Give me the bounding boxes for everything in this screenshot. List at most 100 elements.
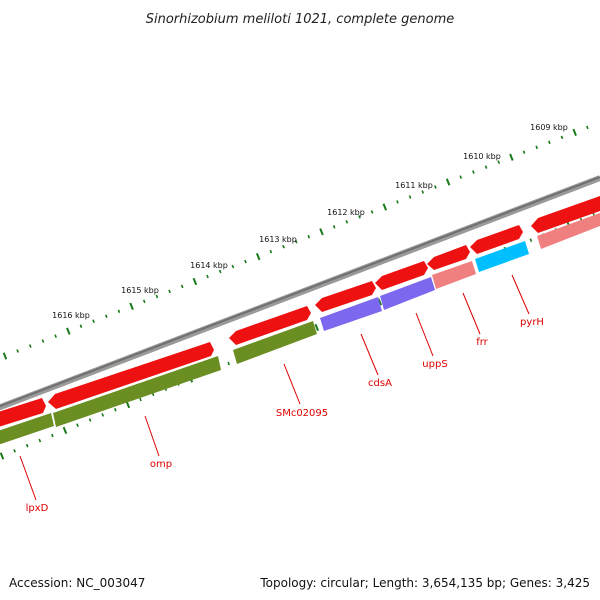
- ruler-minor-tick: [307, 234, 311, 239]
- ruler-minor-tick: [117, 309, 121, 314]
- ruler-minor-tick: [459, 175, 463, 179]
- ruler-minor-tick: [104, 314, 108, 319]
- ruler-minor-tick: [332, 225, 336, 229]
- ruler-minor-tick: [434, 185, 437, 189]
- ruler-minor-tick: [345, 220, 349, 224]
- kbp-label: 1614 kbp: [190, 261, 228, 270]
- gene-label-SMc02095[interactable]: SMc02095: [276, 408, 328, 419]
- ruler-minor-tick: [421, 190, 425, 194]
- ruler-minor-tick: [54, 334, 57, 338]
- ruler-minor-tick: [142, 299, 146, 304]
- feature-bar-next[interactable]: [537, 213, 600, 249]
- ruler-minor-tick: [16, 349, 19, 353]
- gene-labels: lpxD omp SMc02095 cdsA uppS frr pyrH: [26, 317, 544, 514]
- ruler-major-tick: [2, 352, 8, 360]
- ruler-major-tick: [129, 302, 134, 310]
- ruler-minor-tick: [294, 239, 298, 244]
- leader-lpxD: [19, 455, 37, 501]
- gene-label-omp[interactable]: omp: [150, 459, 172, 470]
- ruler-minor-tick: [168, 289, 171, 294]
- leader-omp: [144, 415, 160, 457]
- feature-bar-omp[interactable]: [53, 356, 221, 427]
- feature-bar-cdsA[interactable]: [320, 297, 382, 331]
- ruler-major-tick: [255, 253, 261, 261]
- ruler-minor-tick: [76, 423, 79, 428]
- gene-arrow-uppS[interactable]: [375, 261, 428, 290]
- leader-uppS: [415, 312, 434, 357]
- ruler-major-tick: [445, 178, 451, 186]
- feature-bar-pyrH[interactable]: [475, 241, 529, 272]
- ruler-minor-tick: [79, 324, 83, 328]
- leader-SMc02095: [283, 363, 301, 405]
- ruler-minor-tick: [269, 249, 273, 254]
- kbp-label: 1616 kbp: [52, 311, 90, 320]
- ruler-minor-tick: [484, 165, 488, 169]
- ruler-minor-tick: [370, 210, 374, 214]
- feature-bar-uppS[interactable]: [380, 277, 435, 310]
- ruler-minor-tick: [51, 433, 54, 438]
- ruler-minor-tick: [244, 259, 247, 264]
- genome-summary-text: Topology: circular; Length: 3,654,135 bp…: [259, 576, 590, 590]
- ruler-major-tick: [319, 228, 324, 236]
- feature-bars: [0, 213, 600, 446]
- gene-arrow-frr[interactable]: [427, 245, 470, 270]
- ruler-minor-tick: [88, 418, 92, 422]
- ruler-minor-tick: [282, 244, 285, 249]
- kbp-label: 1615 kbp: [121, 286, 159, 295]
- ruler-minor-tick: [38, 438, 42, 443]
- ruler-minor-tick: [497, 160, 501, 164]
- ruler-major-tick: [509, 153, 514, 161]
- ruler-major-tick: [66, 327, 71, 335]
- gene-arrows: [0, 196, 600, 428]
- backbone: [0, 175, 600, 411]
- ruler-major-tick: [125, 401, 131, 409]
- ruler-outer: [2, 125, 589, 360]
- gene-arrow-pyrH[interactable]: [470, 225, 523, 254]
- gene-arrow-cdsA[interactable]: [315, 281, 376, 312]
- leader-cdsA: [360, 333, 379, 376]
- ruler-minor-tick: [548, 140, 551, 145]
- kbp-labels: 1609 kbp 1610 kbp 1611 kbp 1612 kbp 1613…: [52, 123, 568, 320]
- ruler-major-tick: [572, 128, 577, 136]
- leader-pyrH: [511, 274, 530, 315]
- kbp-label: 1612 kbp: [327, 208, 365, 217]
- ruler-major-tick: [314, 323, 320, 332]
- feature-bar-frr[interactable]: [432, 261, 476, 289]
- ruler-minor-tick: [231, 264, 235, 269]
- feature-bar-lpxD[interactable]: [0, 413, 54, 446]
- ruler-minor-tick: [358, 215, 361, 219]
- accession-text: Accession: NC_003047: [9, 576, 145, 590]
- ruler-minor-tick: [92, 319, 95, 323]
- gene-label-lpxD[interactable]: lpxD: [26, 503, 49, 514]
- ruler-minor-tick: [535, 145, 539, 150]
- ruler-minor-tick: [396, 200, 399, 204]
- ruler-minor-tick: [13, 449, 16, 453]
- leader-frr: [462, 292, 481, 335]
- ruler-minor-tick: [101, 413, 105, 417]
- ruler-minor-tick: [227, 361, 231, 366]
- gene-arrow-next[interactable]: [531, 196, 600, 233]
- ruler-minor-tick: [529, 238, 533, 242]
- gene-label-frr[interactable]: frr: [476, 337, 488, 348]
- ruler-minor-tick: [522, 150, 526, 154]
- ruler-major-tick: [192, 277, 198, 286]
- feature-bar-SMc02095[interactable]: [233, 321, 317, 364]
- ruler-major-tick: [62, 426, 68, 434]
- ruler-minor-tick: [180, 284, 184, 289]
- gene-label-pyrH[interactable]: pyrH: [520, 317, 544, 328]
- ruler-minor-tick: [113, 407, 117, 412]
- ruler-minor-tick: [586, 125, 589, 130]
- ruler-major-tick: [382, 203, 388, 211]
- gene-label-cdsA[interactable]: cdsA: [368, 378, 392, 389]
- gene-label-uppS[interactable]: uppS: [422, 359, 447, 370]
- ruler-minor-tick: [41, 339, 45, 343]
- gene-arrow-lpxD[interactable]: [0, 398, 46, 428]
- kbp-label: 1613 kbp: [259, 235, 297, 244]
- ruler-minor-tick: [560, 135, 564, 140]
- gene-arrow-SMc02095[interactable]: [229, 306, 311, 345]
- ruler-minor-tick: [206, 274, 209, 279]
- kbp-label: 1611 kbp: [395, 181, 433, 190]
- ruler-major-tick: [377, 298, 383, 306]
- ruler-minor-tick: [155, 294, 159, 299]
- gene-arrow-omp[interactable]: [48, 342, 214, 409]
